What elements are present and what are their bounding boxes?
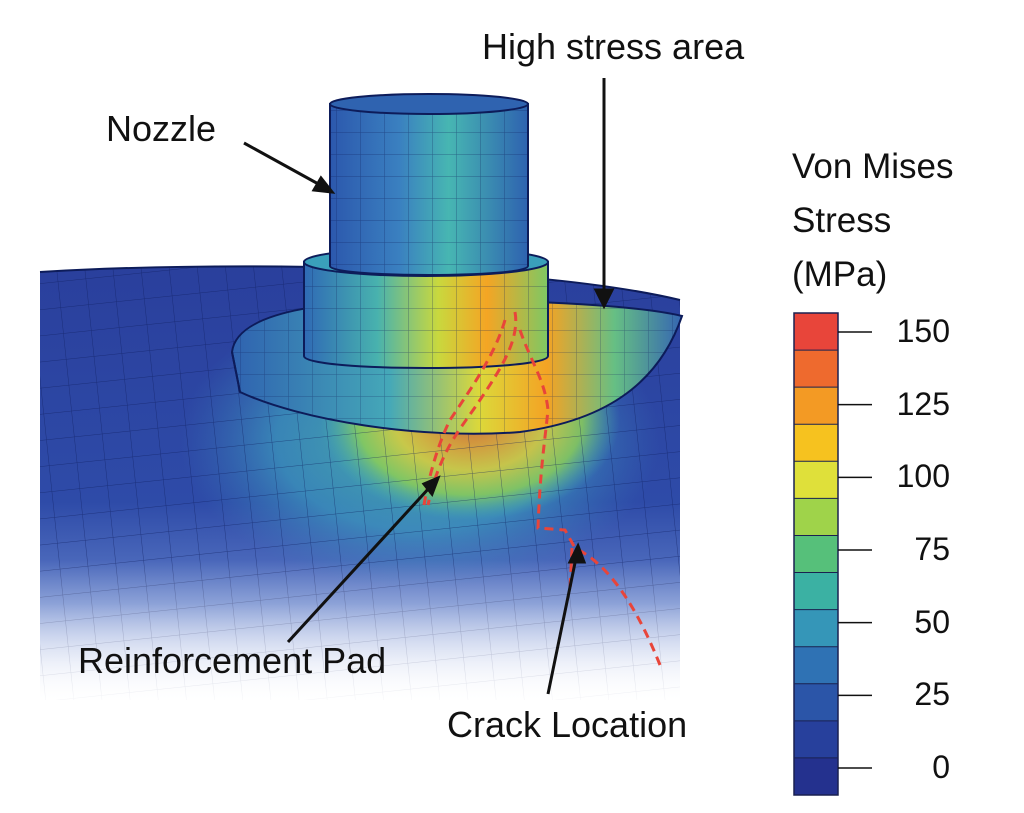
legend-swatch xyxy=(794,424,838,462)
legend-swatch xyxy=(794,498,838,536)
nozzle-leader xyxy=(243,141,323,188)
legend-tick-label: 25 xyxy=(914,676,950,713)
reinforcement-pad-label: Reinforcement Pad xyxy=(78,640,387,681)
leader-arrows xyxy=(243,78,615,695)
legend-swatch xyxy=(794,387,838,425)
legend-swatch xyxy=(794,572,838,611)
legend-swatch xyxy=(794,646,838,685)
high-stress-arrowhead xyxy=(593,288,615,310)
nozzle-label: Nozzle xyxy=(106,108,217,149)
legend-bar-border xyxy=(793,312,839,796)
legend-title: Von Mises Stress (MPa) xyxy=(792,140,953,302)
legend-tick-label: 75 xyxy=(914,531,950,567)
pad-arrowhead xyxy=(421,475,441,497)
legend-swatch xyxy=(794,535,838,574)
legend-tick-label: 0 xyxy=(932,749,950,785)
legend-swatch xyxy=(794,350,838,388)
legend-swatch xyxy=(794,683,838,722)
legend-title-line: Von Mises xyxy=(792,147,954,186)
legend-title-line: Stress xyxy=(792,201,892,240)
legend-tick-label: 150 xyxy=(896,313,950,349)
legend-tick-label: 125 xyxy=(896,385,950,422)
legend-title-line: (MPa) xyxy=(792,255,888,294)
legend-tick-label: 50 xyxy=(914,603,950,640)
crack-leader xyxy=(546,557,578,695)
nozzle-arrowhead xyxy=(311,175,336,194)
legend-swatch xyxy=(794,313,838,351)
color-legend-bar xyxy=(793,312,872,796)
legend-swatch xyxy=(794,720,838,759)
pad-leader xyxy=(286,485,432,644)
legend-swatch xyxy=(794,461,838,499)
legend-tick-label: 100 xyxy=(896,458,950,495)
crack-location-label: Crack Location xyxy=(447,704,688,745)
legend-swatch xyxy=(794,609,838,648)
legend-swatch xyxy=(794,757,838,796)
crack-arrowhead xyxy=(567,542,587,564)
high-stress-label: High stress area xyxy=(482,26,745,67)
nozzle xyxy=(329,93,529,276)
